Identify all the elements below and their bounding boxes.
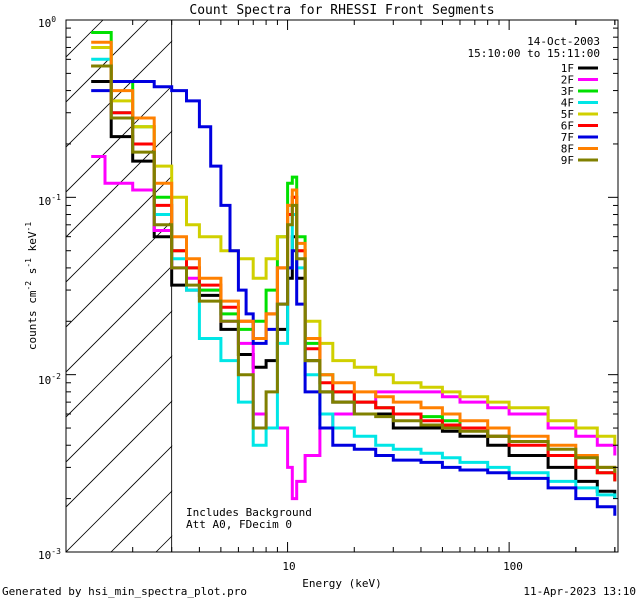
- hatch-mask: [172, 20, 618, 552]
- time-range-label: 15:10:00 to 15:11:00: [468, 47, 600, 60]
- legend-label-5F: 5F: [561, 108, 574, 121]
- generator-credit: Generated by hsi_min_spectra_plot.pro: [2, 585, 247, 598]
- y-tick-label-0.1: 10-1: [38, 193, 61, 208]
- legend-label-7F: 7F: [561, 131, 574, 144]
- svg-text:10-1: 10-1: [38, 193, 61, 208]
- legend-label-2F: 2F: [561, 74, 574, 87]
- legend-label-3F: 3F: [561, 85, 574, 98]
- svg-text:10-3: 10-3: [38, 547, 61, 562]
- legend-label-8F: 8F: [561, 143, 574, 156]
- svg-text:10-2: 10-2: [38, 372, 61, 387]
- hatch-line: [66, 20, 104, 58]
- date-label: 14-Oct-2003: [527, 35, 600, 48]
- hatch-line: [66, 20, 194, 148]
- series-line-9F: [91, 64, 617, 473]
- legend-label-1F: 1F: [561, 62, 574, 75]
- annotation-background: Includes Background: [186, 506, 312, 519]
- series-line-7F: [91, 80, 617, 516]
- chart-title: Count Spectra for RHESSI Front Segments: [189, 3, 494, 18]
- hatch-line: [66, 20, 239, 193]
- axis-ticks: [66, 20, 618, 553]
- y-tick-label-1: 100: [38, 15, 56, 30]
- series-layer: [91, 31, 617, 516]
- x-axis-label: Energy (keV): [302, 577, 381, 590]
- x-tick-label-10: 10: [282, 560, 295, 573]
- plot-frame: [65, 19, 619, 553]
- hatched-excluded-region: [66, 20, 618, 552]
- y-tick-label-0.01: 10-2: [38, 372, 61, 387]
- y-axis-label: counts cm-2 s-1 keV-1: [24, 222, 39, 350]
- annotation-attenuator: Att A0, FDecim 0: [186, 518, 292, 531]
- generation-timestamp: 11-Apr-2023 13:10: [523, 585, 636, 598]
- legend-label-6F: 6F: [561, 120, 574, 133]
- y-tick-label-0.001: 10-3: [38, 547, 61, 562]
- x-tick-label-100: 100: [503, 560, 523, 573]
- legend-label-9F: 9F: [561, 154, 574, 167]
- series-line-8F: [91, 40, 617, 473]
- svg-text:100: 100: [38, 15, 56, 30]
- legend-label-4F: 4F: [561, 97, 574, 110]
